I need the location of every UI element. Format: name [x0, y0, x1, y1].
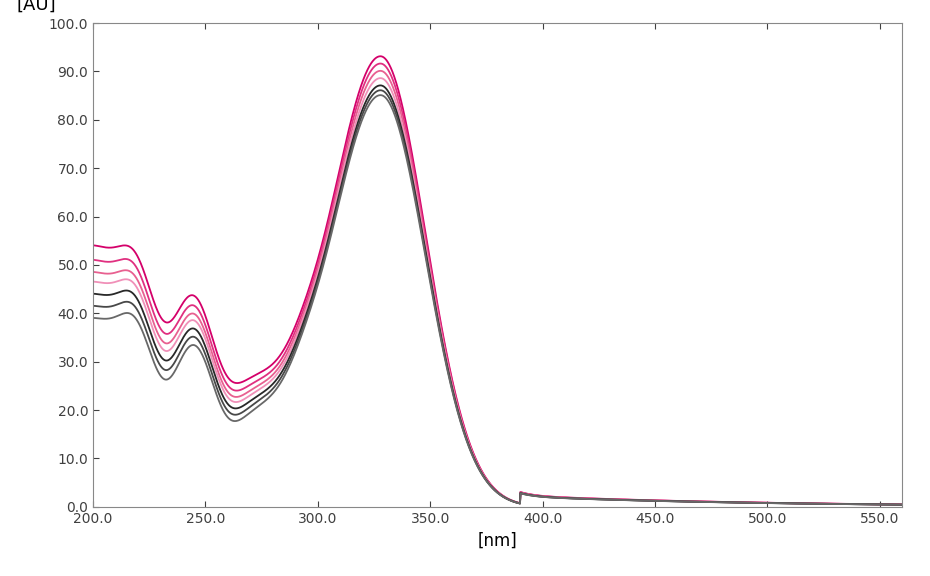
- Y-axis label: [AU]: [AU]: [17, 0, 56, 13]
- X-axis label: [nm]: [nm]: [478, 531, 517, 550]
